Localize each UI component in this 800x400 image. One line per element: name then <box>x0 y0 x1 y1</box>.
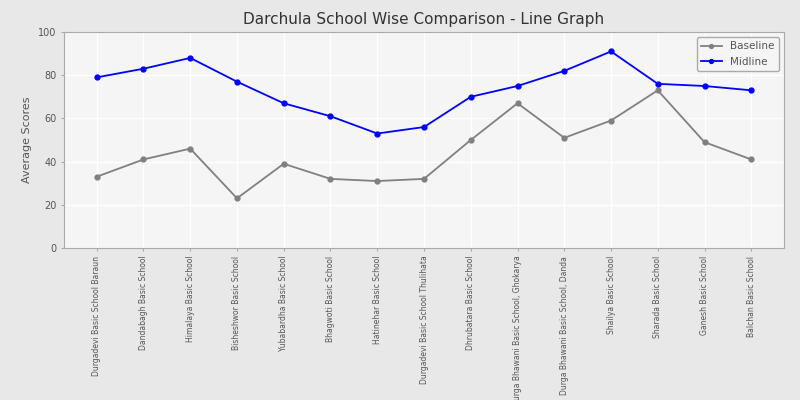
Title: Darchula School Wise Comparison - Line Graph: Darchula School Wise Comparison - Line G… <box>243 12 605 27</box>
Midline <box>653 82 662 86</box>
Baseline <box>559 136 569 140</box>
Midline <box>326 114 335 119</box>
Baseline <box>513 101 522 106</box>
Y-axis label: Average Scores: Average Scores <box>22 97 33 183</box>
Midline <box>138 66 148 71</box>
Midline <box>700 84 710 88</box>
Midline <box>559 68 569 73</box>
Midline <box>232 79 242 84</box>
Line: Baseline: Baseline <box>94 88 754 201</box>
Midline <box>419 125 429 130</box>
Midline <box>513 84 522 88</box>
Baseline <box>373 179 382 184</box>
Midline <box>186 56 195 60</box>
Midline <box>279 101 289 106</box>
Baseline <box>466 138 475 142</box>
Line: Midline: Midline <box>94 49 754 136</box>
Baseline <box>700 140 710 144</box>
Midline <box>92 75 102 80</box>
Midline <box>466 94 475 99</box>
Baseline <box>606 118 616 123</box>
Baseline <box>138 157 148 162</box>
Midline <box>373 131 382 136</box>
Baseline <box>92 174 102 179</box>
Baseline <box>419 176 429 181</box>
Midline <box>746 88 756 93</box>
Midline <box>606 49 616 54</box>
Baseline <box>186 146 195 151</box>
Legend: Baseline, Midline: Baseline, Midline <box>697 37 778 71</box>
Baseline <box>326 176 335 181</box>
Baseline <box>746 157 756 162</box>
Baseline <box>279 161 289 166</box>
Baseline <box>653 88 662 93</box>
Baseline <box>232 196 242 201</box>
